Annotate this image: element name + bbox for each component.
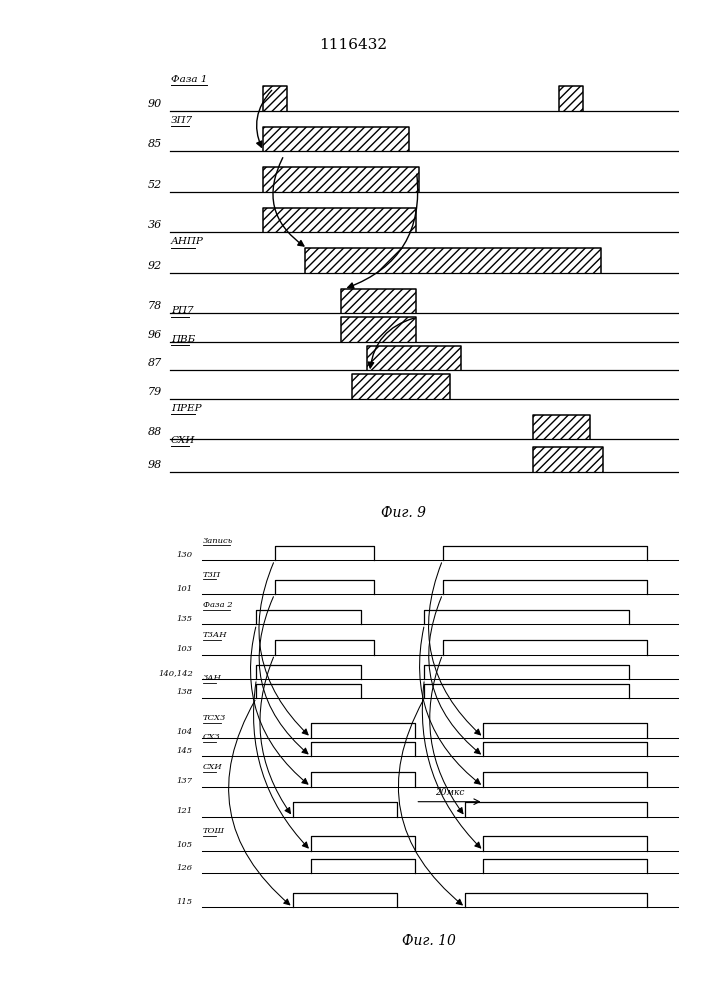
Bar <box>263 167 419 192</box>
Text: 115: 115 <box>177 898 193 906</box>
Text: ТОШ: ТОШ <box>203 827 225 835</box>
Bar <box>263 127 409 151</box>
Text: ПВБ: ПВБ <box>171 335 195 344</box>
Text: 79: 79 <box>148 387 162 397</box>
Text: СХЗ: СХЗ <box>203 733 221 741</box>
Bar <box>533 415 590 439</box>
Bar <box>341 317 416 342</box>
Bar <box>263 208 416 232</box>
Text: РП7: РП7 <box>171 306 194 315</box>
Text: 78: 78 <box>148 301 162 311</box>
Text: 138: 138 <box>177 688 193 696</box>
Text: 101: 101 <box>177 585 193 593</box>
Text: 130: 130 <box>177 551 193 559</box>
Bar <box>305 248 601 273</box>
Text: 137: 137 <box>177 777 193 785</box>
Text: ТЗП: ТЗП <box>203 571 221 579</box>
Text: ПРЕР: ПРЕР <box>171 404 201 413</box>
Text: ТЗАН: ТЗАН <box>203 631 228 639</box>
Text: Запись: Запись <box>203 537 233 545</box>
Text: ЗАН: ЗАН <box>203 674 222 682</box>
Text: 88: 88 <box>148 427 162 437</box>
Text: 140,142: 140,142 <box>158 670 193 678</box>
Text: 145: 145 <box>177 747 193 755</box>
Text: 52: 52 <box>148 180 162 190</box>
Bar <box>533 447 603 472</box>
Text: Фаза 1: Фаза 1 <box>171 75 207 84</box>
Bar <box>367 346 461 370</box>
Text: 105: 105 <box>177 841 193 849</box>
Text: 104: 104 <box>177 728 193 736</box>
Text: Фиг. 9: Фиг. 9 <box>381 506 426 520</box>
Text: ТСХЗ: ТСХЗ <box>203 714 226 722</box>
Text: 121: 121 <box>177 807 193 815</box>
Text: Фаза 2: Фаза 2 <box>203 601 233 609</box>
Text: СХИ: СХИ <box>203 763 223 771</box>
Bar <box>341 289 416 313</box>
Text: 96: 96 <box>148 330 162 340</box>
Bar <box>263 86 286 111</box>
Text: 126: 126 <box>177 864 193 872</box>
Text: Фиг. 10: Фиг. 10 <box>402 934 456 948</box>
Bar <box>351 374 450 399</box>
Text: СХИ: СХИ <box>171 436 195 445</box>
Text: 20мкс: 20мкс <box>435 788 464 797</box>
Bar <box>559 86 583 111</box>
Text: 103: 103 <box>177 645 193 653</box>
Text: 85: 85 <box>148 139 162 149</box>
Text: 92: 92 <box>148 261 162 271</box>
Text: 90: 90 <box>148 99 162 109</box>
Text: АНПР: АНПР <box>171 237 204 246</box>
Text: 98: 98 <box>148 460 162 470</box>
Text: 135: 135 <box>177 615 193 623</box>
Text: 1116432: 1116432 <box>320 38 387 52</box>
Text: 87: 87 <box>148 358 162 368</box>
Text: 36: 36 <box>148 220 162 230</box>
Text: ЗП7: ЗП7 <box>171 116 193 125</box>
